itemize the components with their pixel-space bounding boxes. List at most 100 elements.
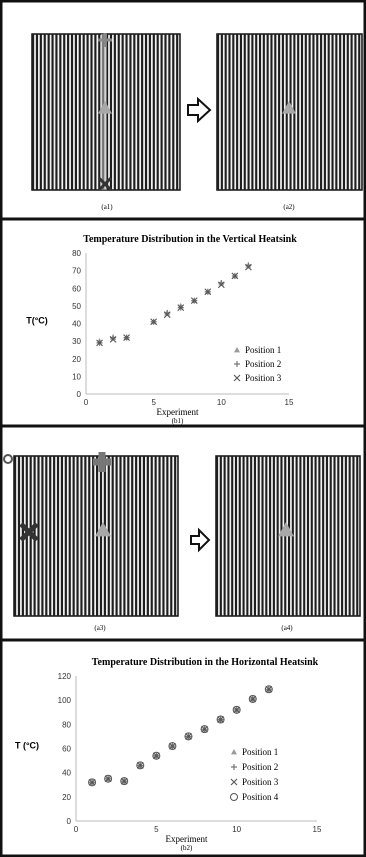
- caption-a4: (a4): [281, 624, 293, 632]
- heatsink-fin: [295, 456, 298, 616]
- heatsink-a3: [3, 452, 179, 617]
- heatsink-fin: [92, 456, 95, 616]
- point-plus: [231, 764, 237, 770]
- heatsink-fin: [121, 34, 124, 190]
- heatsink-fin: [84, 456, 87, 616]
- heatsink-fin: [74, 34, 77, 190]
- heatsink-fin: [137, 34, 140, 190]
- legend-entry: Position 3: [242, 777, 279, 787]
- legend-entry: Position 1: [242, 747, 278, 757]
- heatsink-fin: [224, 34, 227, 190]
- x-tick-label: 15: [285, 398, 294, 407]
- y-tick-label: 0: [67, 817, 72, 826]
- chart-title: Temperature Distribution in the Vertical…: [83, 234, 297, 245]
- triangle-marker-icon: [282, 101, 296, 114]
- point-circle: [104, 774, 113, 783]
- heatsink-fin: [276, 456, 279, 616]
- y-tick-label: 100: [58, 696, 72, 705]
- heatsink-fin: [243, 34, 246, 190]
- heatsink-fin: [231, 456, 234, 616]
- point-circle: [232, 705, 241, 714]
- heatsink-fin: [339, 34, 342, 190]
- point-circle: [168, 742, 177, 751]
- heatsink-fin: [156, 34, 159, 190]
- heatsink-fin: [314, 456, 317, 616]
- caption-a2: (a2): [283, 203, 295, 211]
- heatsink-fin: [111, 456, 114, 616]
- point-x: [120, 777, 128, 785]
- point-x: [230, 778, 238, 786]
- heatsink-fin: [220, 34, 223, 190]
- heatsink-fin: [76, 456, 79, 616]
- x-tick-label: 10: [217, 398, 226, 407]
- heatsink-fin: [68, 456, 71, 616]
- point-x: [217, 716, 224, 723]
- y-axis-label: T (°C): [15, 741, 39, 751]
- heatsink-fin: [299, 456, 302, 616]
- triangle-marker-icon: [95, 522, 111, 537]
- heatsink-fin: [141, 34, 144, 190]
- heatsink-fin: [250, 456, 253, 616]
- x-tick-label: 0: [74, 825, 79, 834]
- y-tick-label: 120: [58, 672, 72, 681]
- point-x: [249, 695, 257, 703]
- heatsink-fin: [176, 34, 179, 190]
- plus-marker-icon: [93, 452, 111, 472]
- heatsink-fin: [223, 456, 226, 616]
- legend-entry: Position 2: [242, 762, 278, 772]
- heatsink-fin: [152, 34, 155, 190]
- heatsink-fin: [325, 456, 328, 616]
- heatsink-fin: [331, 34, 334, 190]
- point-x: [233, 374, 241, 382]
- heatsink-fin: [64, 456, 67, 616]
- heatsink-fin: [251, 34, 254, 190]
- heatsink-fin: [70, 34, 74, 190]
- heatsink-fin: [90, 34, 93, 190]
- heatsink-fin: [352, 456, 355, 616]
- point-x: [217, 281, 225, 289]
- heatsink-fin: [164, 34, 167, 190]
- heatsink-fin: [148, 34, 151, 190]
- y-tick-label: 50: [72, 302, 81, 311]
- heatsink-fin: [266, 34, 269, 190]
- arrow-right-icon: [187, 96, 212, 124]
- y-tick-label: 80: [62, 720, 71, 729]
- heatsink-fin: [344, 456, 347, 616]
- heatsink-fin: [242, 456, 245, 616]
- point-x: [123, 334, 130, 341]
- point-x: [96, 339, 103, 347]
- heatsink-fin: [329, 456, 332, 616]
- point-circle: [200, 725, 209, 734]
- legend-entry: Position 1: [245, 345, 281, 355]
- heatsink-fin: [236, 34, 239, 190]
- y-tick-label: 10: [72, 372, 81, 381]
- heatsink-fin: [166, 456, 169, 616]
- heatsink-fin: [228, 34, 231, 190]
- y-tick-label: 30: [72, 337, 81, 346]
- heatsink-fin: [217, 34, 220, 190]
- x-marker-icon: [97, 176, 113, 192]
- heatsink-fin: [129, 34, 132, 190]
- heatsink-fin: [158, 456, 161, 616]
- x-marker-icon: [19, 522, 39, 542]
- heatsink-fin: [232, 34, 235, 190]
- heatsink-fin: [278, 34, 281, 190]
- heatsink-fin: [14, 456, 17, 616]
- heatsink-fin: [168, 34, 171, 190]
- triangle-marker-icon: [98, 101, 112, 114]
- heatsink-fin: [174, 456, 177, 616]
- plus-marker-icon: [98, 33, 112, 47]
- heatsink-fin: [144, 34, 148, 190]
- heatsink-fin: [255, 34, 258, 190]
- point-x: [185, 733, 192, 740]
- point-x: [245, 263, 252, 271]
- heatsink-fin: [239, 34, 242, 190]
- point-circle: [88, 778, 97, 787]
- heatsink-fin: [125, 34, 128, 190]
- heatsink-fin: [86, 34, 89, 190]
- chart-title: Temperature Distribution in the Horizont…: [92, 657, 319, 668]
- chart-horizontal-heatsink: Temperature Distribution in the Horizont…: [15, 657, 322, 852]
- y-tick-label: 20: [62, 793, 71, 802]
- heatsink-fin: [335, 34, 338, 190]
- point-x: [233, 706, 241, 714]
